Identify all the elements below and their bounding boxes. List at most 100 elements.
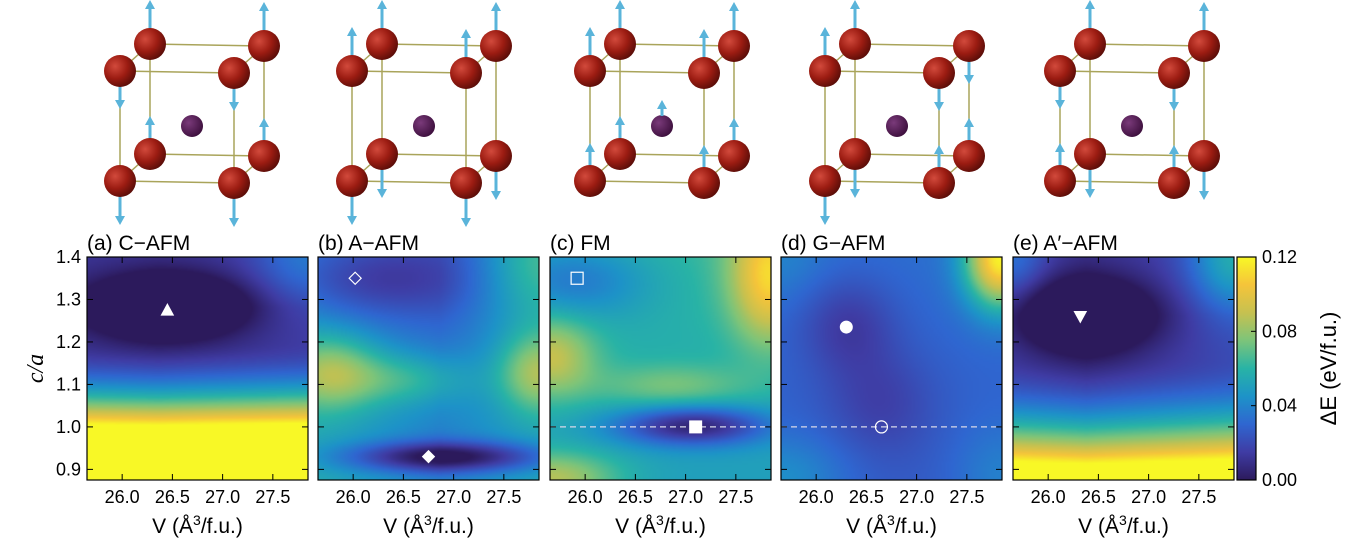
minimum-marker-open-circle [874,420,889,434]
panel-title: (b) A−AFM [318,232,419,255]
colorbar-tick-label: 0.04 [1262,396,1297,416]
panel-a: 26.0 26.5 27.0 27.5 0.9 1.0 1.1 1.2 1.3 1.4 (a) C−… [56,232,309,538]
crystal-structure-d [809,0,985,225]
corner-atom [1044,165,1076,197]
corner-atom [134,138,166,170]
center-atom [886,115,908,137]
corner-atom [718,140,750,172]
energy-heatmap [318,257,539,480]
x-tick-label: 27.5 [1181,487,1216,507]
corner-atom [809,55,841,87]
corner-atom [953,140,985,172]
panel-e: 26.0 26.5 27.0 27.5 (e) A′−AFM V (Å3/f.u.) [1012,232,1235,538]
corner-atom [574,165,606,197]
y-tick-label: 0.9 [56,459,81,479]
corner-atom [248,30,280,62]
panel-title: (a) C−AFM [87,232,190,255]
colorbar-frame [1236,256,1257,481]
x-tick-label: 27.0 [1131,487,1166,507]
corner-atom [688,57,720,89]
corner-atom [604,138,636,170]
x-tick-label: 27.0 [899,487,934,507]
corner-atom [953,30,985,62]
minimum-marker-filled-diamond [421,449,436,464]
corner-atom [366,138,398,170]
x-tick-label: 27.5 [255,487,290,507]
energy-heatmap [87,257,308,480]
corner-atom [1074,138,1106,170]
panel-title: (c) FM [550,232,611,255]
corner-atom [1074,28,1106,60]
corner-atom [480,140,512,172]
x-tick-label: 27.5 [718,487,753,507]
panel-frame [86,256,309,481]
corner-atom [604,28,636,60]
colorbar-tick-label: 0.08 [1262,321,1297,341]
minimum-marker-filled-circle [839,320,853,334]
x-axis-label: V (Å3/f.u.) [615,512,706,538]
y-tick-label: 1.4 [56,247,81,267]
x-tick-label: 26.5 [849,487,884,507]
panel-frame [549,256,772,481]
corner-atom [1188,30,1220,62]
center-atom [651,115,673,137]
corner-atom [134,28,166,60]
corner-atom [1158,57,1190,89]
minimum-marker-filled-triangle-up [160,303,175,316]
y-tick-label: 1.3 [56,289,81,309]
x-axis-label: V (Å3/f.u.) [383,512,474,538]
y-tick-label: 1.1 [56,374,81,394]
panel-d: 26.0 26.5 27.0 27.5 (d) G−AFM V (Å3/f.u.) [780,232,1003,538]
corner-atom [480,30,512,62]
x-tick-label: 27.5 [486,487,521,507]
center-atom [413,115,435,137]
x-axis-label: V (Å3/f.u.) [1078,512,1169,538]
x-tick-label: 26.5 [618,487,653,507]
panel-b: 26.0 26.5 27.0 27.5 (b) A−AFM V (Å3/f.u.) [317,232,540,538]
colorbar: 0.00 0.04 0.08 0.12 ΔE (eV/f.u.) [1236,247,1341,490]
corner-atom [1188,140,1220,172]
crystal-structure-c [574,0,750,199]
crystal-structure-b [336,0,512,227]
corner-atom [1158,167,1190,199]
corner-atom [218,167,250,199]
corner-atom [688,167,720,199]
energy-maps: 26.0 26.5 27.0 27.5 0.9 1.0 1.1 1.2 1.3 1.4 (a) C−… [23,232,1235,538]
minimum-marker-filled-triangle-down [1073,310,1088,324]
center-atom [181,115,203,137]
crystal-structure-e [1044,0,1220,200]
corner-atom [450,167,482,199]
corner-atom [366,28,398,60]
x-tick-label: 27.5 [949,487,984,507]
corner-atom [574,55,606,87]
energy-heatmap [550,257,771,480]
corner-atom [218,57,250,89]
x-axis-label: V (Å3/f.u.) [152,512,243,538]
colorbar-tick-label: 0.12 [1262,247,1297,267]
x-tick-label: 26.0 [1031,487,1066,507]
x-tick-label: 26.0 [336,487,371,507]
center-atom [1121,115,1143,137]
spin-arrow-up [657,100,667,116]
x-tick-label: 26.0 [568,487,603,507]
corner-atom [104,55,136,87]
crystal-structure-a [104,0,280,227]
corner-atom [1044,55,1076,87]
x-tick-label: 26.5 [155,487,190,507]
corner-atom [450,57,482,89]
colorbar-gradient [1237,257,1256,480]
colorbar-label: ΔE (eV/f.u.) [1316,312,1341,426]
panel-title: (e) A′−AFM [1013,232,1118,255]
corner-atom [718,30,750,62]
colorbar-tick-label: 0.00 [1262,470,1297,490]
corner-atom [839,28,871,60]
x-tick-label: 26.0 [105,487,140,507]
panel-frame [780,256,1003,481]
energy-heatmap [1013,257,1234,480]
panel-frame [1012,256,1235,481]
x-tick-label: 26.0 [799,487,834,507]
energy-heatmap [781,257,1002,480]
corner-atom [104,165,136,197]
x-tick-label: 27.0 [436,487,471,507]
